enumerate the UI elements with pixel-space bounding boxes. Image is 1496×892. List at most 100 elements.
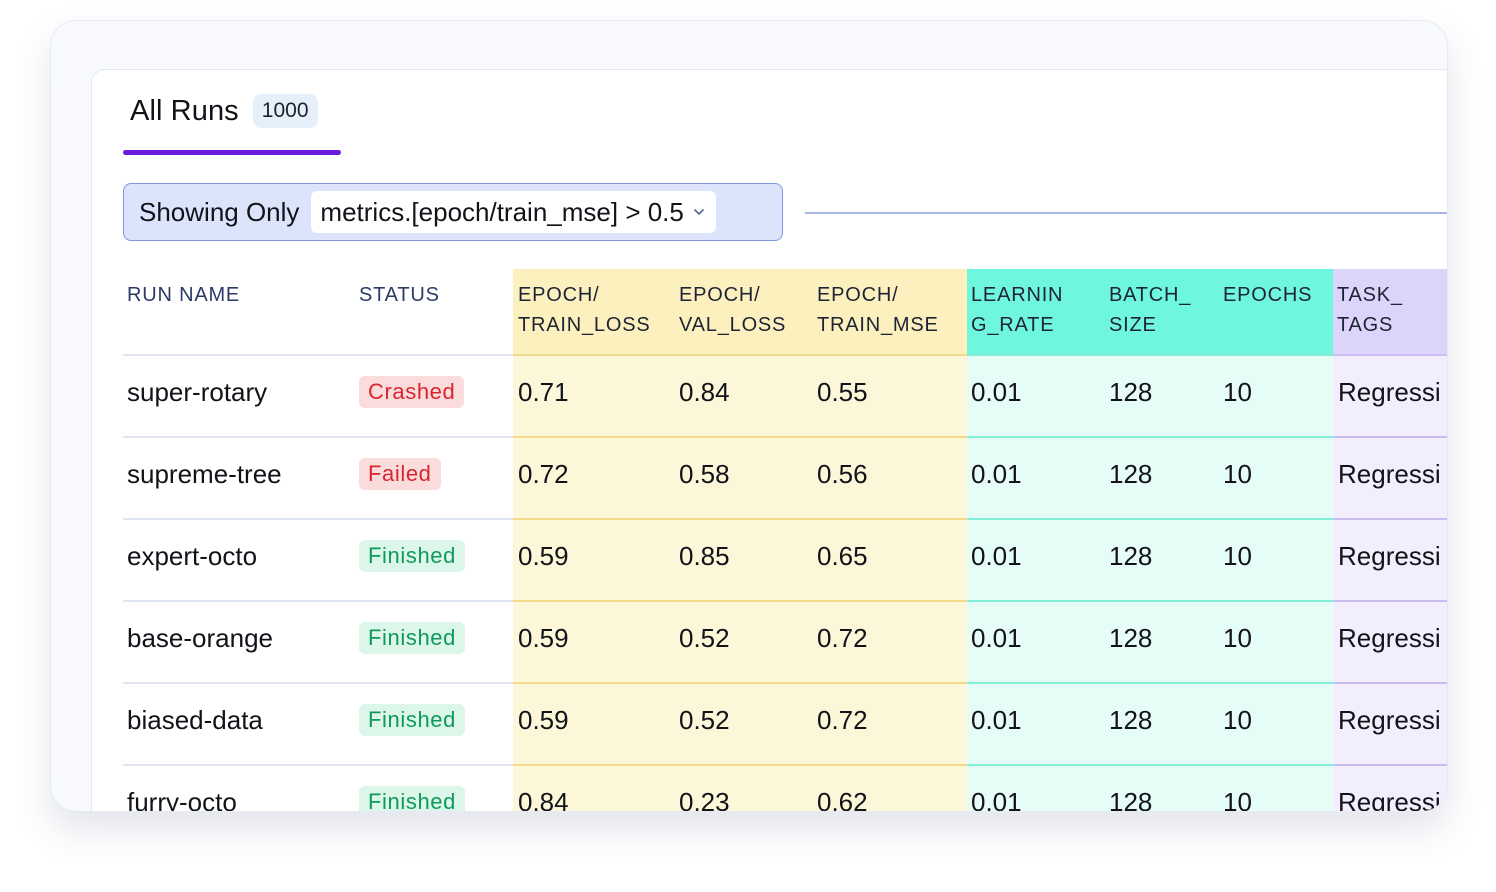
column-header-train-loss[interactable]: EPOCH/ TRAIN_LOSS: [518, 284, 651, 336]
train-mse-cell: 0.72: [817, 705, 868, 735]
filter-value: metrics.[epoch/train_mse] > 0.5: [320, 196, 684, 227]
filter-bar: Showing Only metrics.[epoch/train_mse] >…: [123, 183, 783, 241]
row-divider-segment: [1333, 764, 1447, 766]
status-badge: Finished: [359, 704, 465, 736]
column-header-learning-rate[interactable]: LEARNIN G_RATE: [971, 284, 1064, 336]
metrics-column-band: [513, 269, 967, 811]
epochs-cell: 10: [1223, 787, 1252, 812]
train-mse-cell: 0.72: [817, 623, 868, 653]
val-loss-cell: 0.23: [679, 787, 730, 812]
params-header-band: [967, 269, 1333, 355]
status-badge: Finished: [359, 540, 465, 572]
val-loss-cell: 0.52: [679, 623, 730, 653]
batch-size-cell: 128: [1109, 705, 1153, 735]
learning-rate-cell: 0.01: [971, 623, 1022, 653]
row-divider-segment: [967, 518, 1333, 520]
column-header-status[interactable]: STATUS: [359, 284, 440, 306]
row-divider-segment: [123, 518, 513, 520]
train-loss-cell: 0.59: [518, 705, 569, 735]
train-mse-cell: 0.65: [817, 541, 868, 571]
column-header-run-name[interactable]: RUN NAME: [127, 284, 241, 306]
run-name-cell[interactable]: supreme-tree: [127, 459, 282, 489]
row-divider-segment: [1333, 354, 1447, 356]
column-header-batch-size[interactable]: BATCH_ SIZE: [1109, 284, 1192, 336]
row-divider-segment: [513, 682, 967, 684]
row-divider-segment: [1333, 518, 1447, 520]
row-divider-segment: [123, 600, 513, 602]
metrics-header-band: [513, 269, 967, 355]
task-tags-cell: Regressi: [1338, 787, 1441, 812]
batch-size-cell: 128: [1109, 623, 1153, 653]
column-header-val-loss[interactable]: EPOCH/ VAL_LOSS: [679, 284, 787, 336]
row-divider-segment: [123, 682, 513, 684]
column-header-epochs[interactable]: EPOCHS: [1223, 284, 1313, 306]
task-tags-cell: Regressi: [1338, 459, 1441, 489]
val-loss-cell: 0.58: [679, 459, 730, 489]
train-loss-cell: 0.84: [518, 787, 569, 812]
row-divider-segment: [513, 518, 967, 520]
run-count-badge: 1000: [252, 94, 318, 128]
row-divider-segment: [1333, 436, 1447, 438]
status-badge: Crashed: [359, 376, 465, 408]
val-loss-cell: 0.84: [679, 377, 730, 407]
status-badge: Failed: [359, 458, 441, 490]
batch-size-cell: 128: [1109, 541, 1153, 571]
status-badge: Finished: [359, 622, 465, 654]
run-name-cell[interactable]: biased-data: [127, 705, 263, 735]
learning-rate-cell: 0.01: [971, 541, 1022, 571]
runs-panel: All Runs 1000 Showing Only metrics.[epoc…: [91, 69, 1447, 812]
tab-title: All Runs: [130, 94, 239, 127]
filter-label: Showing Only: [139, 196, 300, 227]
runs-card: All Runs 1000 Showing Only metrics.[epoc…: [50, 20, 1448, 812]
row-divider-segment: [513, 764, 967, 766]
row-divider-segment: [967, 354, 1333, 356]
train-loss-cell: 0.72: [518, 459, 569, 489]
row-divider-segment: [513, 354, 967, 356]
filter-divider: [805, 212, 1447, 214]
task-tags-cell: Regressi: [1338, 377, 1441, 407]
learning-rate-cell: 0.01: [971, 787, 1022, 812]
batch-size-cell: 128: [1109, 459, 1153, 489]
val-loss-cell: 0.85: [679, 541, 730, 571]
row-divider-segment: [513, 436, 967, 438]
status-badge: Finished: [359, 786, 465, 811]
tags-column-band: [1333, 269, 1447, 811]
row-divider-segment: [967, 682, 1333, 684]
row-divider-segment: [1333, 600, 1447, 602]
task-tags-cell: Regressi: [1338, 623, 1441, 653]
batch-size-cell: 128: [1109, 787, 1153, 812]
train-loss-cell: 0.71: [518, 377, 569, 407]
chevron-down-icon: [692, 207, 706, 217]
run-name-cell[interactable]: furry-octo: [127, 787, 237, 812]
epochs-cell: 10: [1223, 541, 1252, 571]
epochs-cell: 10: [1223, 377, 1252, 407]
epochs-cell: 10: [1223, 623, 1252, 653]
run-name-cell[interactable]: expert-octo: [127, 541, 258, 571]
epochs-cell: 10: [1223, 459, 1252, 489]
filter-dropdown[interactable]: metrics.[epoch/train_mse] > 0.5: [311, 191, 716, 233]
row-divider-segment: [967, 600, 1333, 602]
task-tags-cell: Regressi: [1338, 705, 1441, 735]
train-mse-cell: 0.62: [817, 787, 868, 812]
train-mse-cell: 0.56: [817, 459, 868, 489]
learning-rate-cell: 0.01: [971, 377, 1022, 407]
run-name-cell[interactable]: super-rotary: [127, 377, 268, 407]
active-tab-indicator: [123, 150, 341, 155]
row-divider-segment: [967, 436, 1333, 438]
row-divider-segment: [1333, 682, 1447, 684]
column-header-train-mse[interactable]: EPOCH/ TRAIN_MSE: [817, 284, 939, 336]
task-tags-cell: Regressi: [1338, 541, 1441, 571]
run-name-cell[interactable]: base-orange: [127, 623, 273, 653]
epochs-cell: 10: [1223, 705, 1252, 735]
train-mse-cell: 0.55: [817, 377, 868, 407]
learning-rate-cell: 0.01: [971, 705, 1022, 735]
learning-rate-cell: 0.01: [971, 459, 1022, 489]
column-header-task-tags[interactable]: TASK_ TAGS: [1337, 284, 1403, 336]
row-divider-segment: [123, 436, 513, 438]
row-divider-segment: [967, 764, 1333, 766]
tab-all-runs[interactable]: All Runs 1000: [130, 94, 318, 128]
row-divider-segment: [513, 600, 967, 602]
tags-header-band: [1333, 269, 1447, 355]
val-loss-cell: 0.52: [679, 705, 730, 735]
batch-size-cell: 128: [1109, 377, 1153, 407]
